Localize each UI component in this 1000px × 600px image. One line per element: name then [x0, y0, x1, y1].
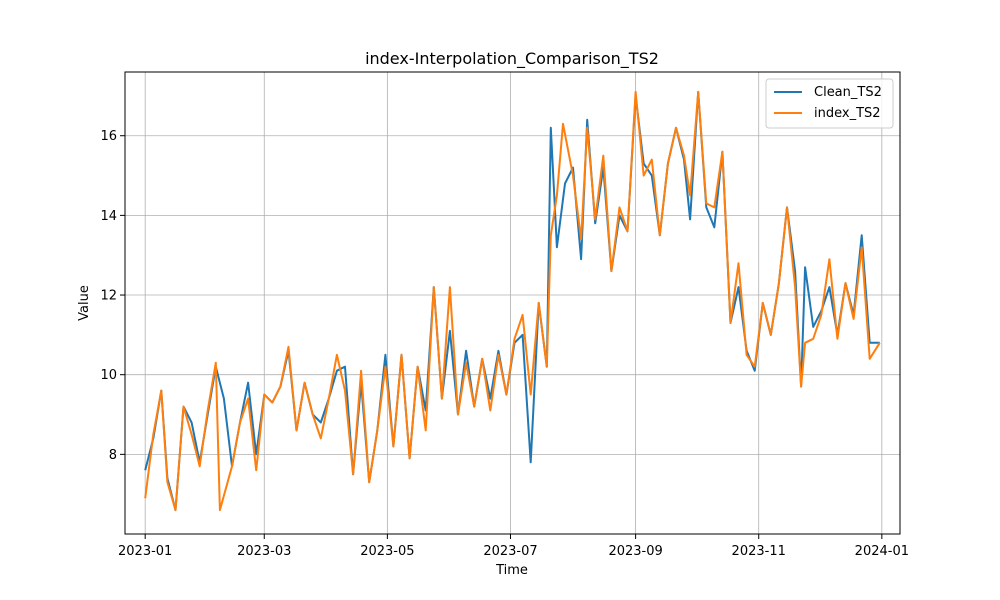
- x-tick-label: 2023-11: [732, 544, 786, 559]
- x-tick-label: 2023-05: [360, 544, 414, 559]
- chart-title: index-Interpolation_Comparison_TS2: [365, 49, 659, 69]
- x-tick-label: 2024-01: [855, 544, 909, 559]
- legend-label-index-ts2: index_TS2: [814, 106, 881, 121]
- y-axis-label: Value: [77, 285, 92, 321]
- legend-label-clean-ts2: Clean_TS2: [814, 85, 882, 100]
- plot-frame: [124, 71, 901, 535]
- y-tick-label: 14: [100, 209, 117, 224]
- y-tick-label: 12: [100, 289, 117, 304]
- series-line-index-ts2: [144, 90, 881, 512]
- x-tick-label: 2023-03: [237, 544, 291, 559]
- legend: Clean_TS2 index_TS2: [765, 78, 894, 129]
- x-tick-label: 2023-01: [118, 544, 172, 559]
- series-layer: [144, 90, 881, 512]
- x-tick-label: 2023-07: [483, 544, 537, 559]
- x-tick-label: 2023-09: [608, 544, 662, 559]
- x-axis: 2023-01 2023-03 2023-05 2023-07 2023-09 2023-…: [118, 534, 909, 559]
- x-axis-label: Time: [495, 563, 528, 578]
- y-tick-label: 8: [109, 448, 117, 463]
- y-tick-label: 10: [100, 368, 117, 383]
- y-axis: 8 10 12 14 16: [100, 129, 125, 463]
- y-tick-label: 16: [100, 129, 117, 144]
